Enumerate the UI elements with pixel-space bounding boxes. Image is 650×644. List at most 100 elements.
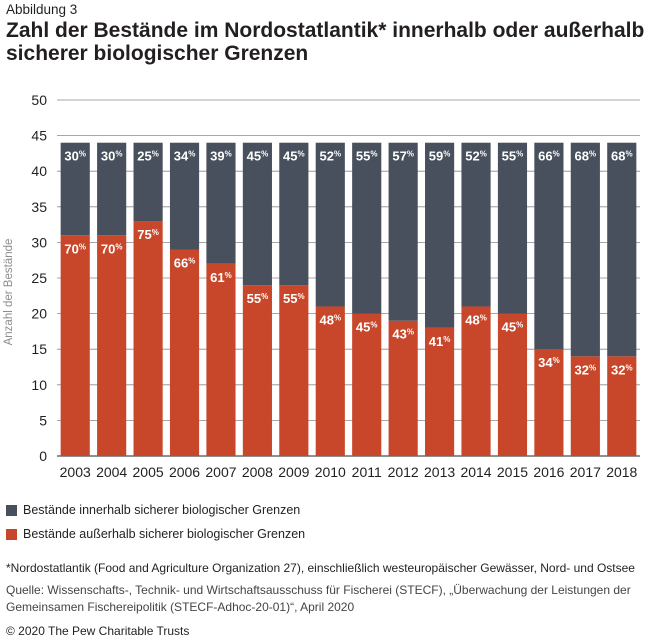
data-label-outside: 75% — [137, 227, 159, 242]
data-label-inside: 45% — [247, 149, 269, 164]
bar-inside — [60, 142, 90, 236]
bar-outside — [570, 356, 600, 456]
bar-inside — [425, 142, 455, 328]
y-tick-label: 40 — [31, 163, 47, 179]
bar-inside — [206, 142, 236, 264]
data-label-outside: 41% — [429, 334, 451, 349]
x-tick-label: 2010 — [315, 464, 346, 480]
bar-outside — [279, 285, 309, 456]
data-label-outside: 55% — [283, 291, 305, 306]
source-note: Quelle: Wissenschafts-, Technik- und Wir… — [6, 583, 631, 614]
bar-inside — [97, 142, 127, 236]
bar-outside — [388, 320, 418, 456]
y-tick-label: 20 — [31, 306, 47, 322]
bar-inside — [133, 142, 163, 222]
y-tick-label: 50 — [31, 92, 47, 108]
data-label-outside: 70% — [101, 241, 123, 256]
bar-outside — [315, 306, 345, 456]
x-tick-label: 2011 — [352, 464, 382, 480]
data-label-outside: 45% — [356, 320, 378, 335]
bar-outside — [607, 356, 637, 456]
legend-label-outside: Bestände außerhalb sicherer biologischer… — [23, 527, 306, 541]
x-tick-label: 2017 — [570, 464, 601, 480]
data-label-outside: 66% — [174, 256, 196, 271]
y-tick-label: 0 — [39, 448, 47, 464]
x-tick-label: 2013 — [424, 464, 455, 480]
y-tick-label: 35 — [31, 199, 47, 215]
data-label-outside: 48% — [465, 312, 487, 327]
bar-outside — [133, 221, 163, 456]
x-tick-label: 2005 — [133, 464, 164, 480]
bar-inside — [352, 142, 382, 314]
bar-outside — [425, 327, 455, 456]
y-tick-label: 5 — [39, 412, 47, 428]
bar-inside — [461, 142, 491, 307]
legend-item-inside: Bestände innerhalb sicherer biologischer… — [6, 501, 305, 519]
bar-outside — [169, 249, 200, 456]
bar-inside — [279, 142, 309, 286]
x-tick-label: 2003 — [60, 464, 91, 480]
data-label-inside: 66% — [538, 149, 560, 164]
data-label-inside: 30% — [64, 149, 86, 164]
data-label-outside: 43% — [392, 327, 414, 342]
data-label-outside: 70% — [64, 241, 86, 256]
y-tick-label: 10 — [31, 377, 47, 393]
data-label-inside: 68% — [611, 149, 633, 164]
data-label-outside: 48% — [319, 312, 341, 327]
data-label-inside: 57% — [392, 149, 414, 164]
data-label-inside: 52% — [319, 149, 341, 164]
x-tick-label: 2007 — [205, 464, 236, 480]
x-tick-label: 2012 — [388, 464, 419, 480]
bar-inside — [497, 142, 528, 314]
data-label-inside: 52% — [465, 149, 487, 164]
x-tick-label: 2009 — [278, 464, 309, 480]
legend-label-inside: Bestände innerhalb sicherer biologischer… — [23, 503, 301, 517]
copyright: © 2020 The Pew Charitable Trusts — [6, 624, 190, 638]
figure-label: Abbildung 3 — [6, 2, 78, 17]
x-tick-label: 2015 — [497, 464, 528, 480]
x-tick-label: 2016 — [533, 464, 564, 480]
legend-swatch-inside — [6, 504, 17, 516]
y-tick-label: 45 — [31, 128, 47, 144]
bar-outside — [206, 263, 236, 456]
data-label-inside: 55% — [356, 149, 378, 164]
x-tick-label: 2014 — [460, 464, 491, 480]
bar-inside — [534, 142, 564, 350]
data-label-inside: 55% — [502, 149, 524, 164]
bar-inside — [242, 142, 272, 286]
x-tick-label: 2004 — [96, 464, 127, 480]
bar-outside — [97, 235, 127, 456]
stacked-bar-chart: 0 5 10 15 20 25 30 35 40 45 50 Anzahl der Bestände 7… — [3, 92, 640, 480]
y-tick-label: 25 — [31, 270, 47, 286]
data-label-outside: 32% — [611, 362, 633, 377]
x-tick-label: 2008 — [242, 464, 273, 480]
data-label-outside: 61% — [210, 270, 232, 285]
data-label-outside: 34% — [538, 355, 560, 370]
data-label-inside: 39% — [210, 149, 232, 164]
y-tick-label: 15 — [31, 341, 47, 357]
data-label-outside: 32% — [575, 362, 597, 377]
data-label-outside: 45% — [502, 320, 524, 335]
x-tick-label: 2018 — [606, 464, 637, 480]
bar-outside — [242, 285, 272, 456]
data-label-inside: 25% — [137, 149, 159, 164]
bar-inside — [315, 142, 345, 307]
data-label-inside: 59% — [429, 149, 451, 164]
data-label-inside: 68% — [575, 149, 597, 164]
data-label-inside: 34% — [174, 149, 196, 164]
chart-title: Zahl der Bestände im Nordostatlantik* in… — [6, 19, 645, 65]
bar-inside — [570, 142, 600, 357]
data-label-outside: 55% — [247, 291, 269, 306]
legend: Bestände innerhalb sicherer biologischer… — [6, 501, 305, 549]
legend-swatch-outside — [6, 528, 17, 540]
footnote: *Nordostatlantik (Food and Agriculture O… — [6, 561, 635, 575]
y-tick-label: 30 — [31, 234, 47, 250]
x-tick-label: 2006 — [169, 464, 200, 480]
data-label-inside: 30% — [101, 149, 123, 164]
bar-inside — [388, 142, 418, 321]
legend-item-outside: Bestände außerhalb sicherer biologischer… — [6, 525, 305, 543]
bar-outside — [497, 313, 528, 456]
bar-inside — [169, 142, 200, 250]
data-label-inside: 45% — [283, 149, 305, 164]
